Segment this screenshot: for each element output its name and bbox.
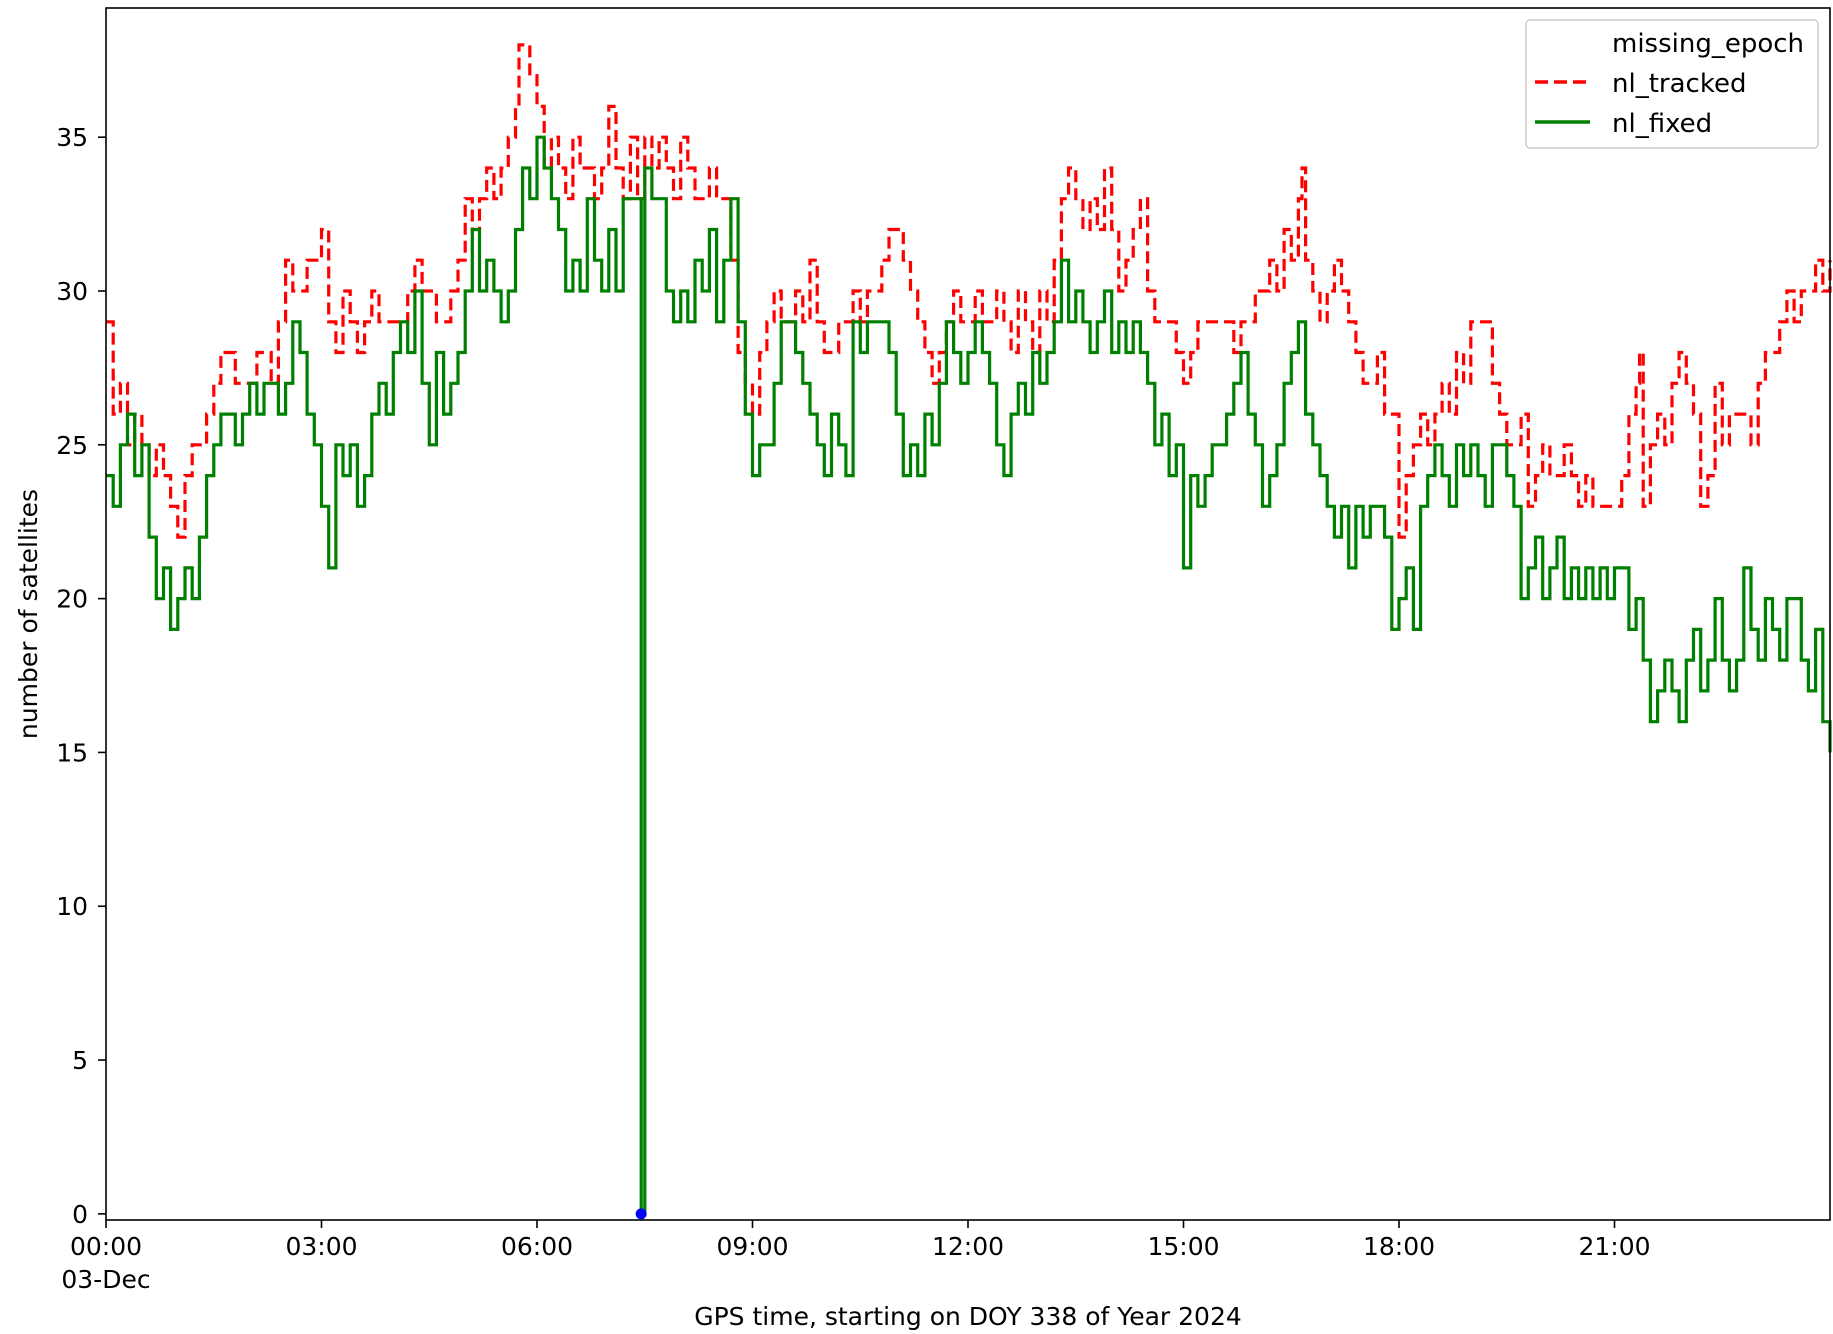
- x-tick-sublabel: 03-Dec: [61, 1265, 150, 1294]
- y-tick-label: 15: [56, 738, 88, 767]
- y-axis: 0 5 10 15 20 25 30 35: [56, 123, 106, 1229]
- x-tick-label: 03:00: [285, 1232, 357, 1261]
- legend-label-nl-tracked: nl_tracked: [1612, 69, 1746, 99]
- y-tick-label: 0: [72, 1200, 88, 1229]
- y-tick-label: 20: [56, 585, 88, 614]
- x-tick-label: 09:00: [716, 1232, 788, 1261]
- y-tick-label: 30: [56, 277, 88, 306]
- series-layer: [106, 43, 1832, 1220]
- y-tick-label: 35: [56, 123, 88, 152]
- y-tick-label: 10: [56, 892, 88, 921]
- legend-box: [1525, 19, 1819, 149]
- y-tick-label: 25: [56, 431, 88, 460]
- x-axis: 00:00 03-Dec 03:00 06:00 09:00 12:00 15:00 18:0…: [61, 1220, 1651, 1294]
- x-tick-label: 18:00: [1363, 1232, 1435, 1261]
- x-tick-label: 06:00: [501, 1232, 573, 1261]
- legend: missing_epoch nl_tracked nl_fixed: [1525, 19, 1819, 149]
- legend-label-missing-epoch: missing_epoch: [1612, 29, 1804, 59]
- series-line-nl-tracked: [106, 43, 1832, 539]
- x-axis-label: GPS time, starting on DOY 338 of Year 20…: [694, 1302, 1242, 1331]
- y-tick-label: 5: [72, 1046, 88, 1075]
- x-tick-label: 12:00: [932, 1232, 1004, 1261]
- x-tick-label: 21:00: [1578, 1232, 1650, 1261]
- legend-label-nl-fixed: nl_fixed: [1612, 109, 1712, 139]
- series-line-nl-fixed: [106, 135, 1832, 1216]
- point-missing-epoch: [635, 1208, 647, 1220]
- x-tick-label: 00:00: [70, 1232, 142, 1261]
- y-axis-label: number of satellites: [14, 489, 43, 739]
- x-tick-label: 15:00: [1147, 1232, 1219, 1261]
